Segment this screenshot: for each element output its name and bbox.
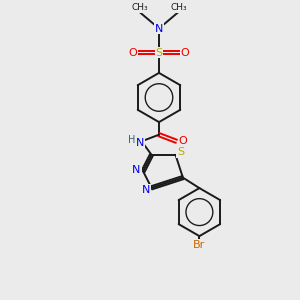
Text: H: H	[128, 135, 136, 145]
Text: N: N	[132, 165, 141, 175]
Text: O: O	[181, 47, 190, 58]
Text: N: N	[142, 185, 150, 195]
Text: N: N	[155, 23, 163, 34]
Text: Br: Br	[193, 239, 206, 250]
Text: N: N	[136, 138, 144, 148]
Text: S: S	[155, 47, 163, 58]
Text: O: O	[128, 47, 137, 58]
Text: O: O	[178, 136, 188, 146]
Text: CH₃: CH₃	[131, 3, 148, 12]
Text: S: S	[177, 147, 184, 158]
Text: CH₃: CH₃	[170, 3, 187, 12]
